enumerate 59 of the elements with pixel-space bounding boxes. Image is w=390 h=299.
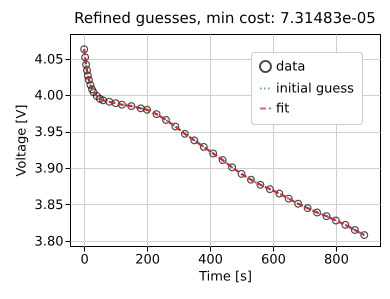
point — [238, 170, 246, 178]
point — [190, 136, 198, 144]
point — [228, 163, 236, 172]
y-tick-label: 3.85 — [34, 198, 64, 213]
point — [82, 60, 90, 69]
point — [127, 102, 136, 110]
x-axis-title: Time [s] — [198, 270, 252, 284]
point — [275, 190, 284, 198]
point — [136, 104, 145, 112]
point — [360, 231, 368, 240]
point — [218, 156, 227, 164]
chart-title: Refined guesses, min cost: 7.31483e-05 — [74, 9, 376, 27]
y-tick-label: 3.95 — [34, 125, 64, 140]
point — [112, 99, 120, 108]
x-tick-label: 400 — [198, 252, 223, 268]
y-axis-title: Voltage [V] — [14, 104, 30, 176]
line-series — [83, 48, 366, 236]
point — [284, 194, 293, 203]
point — [105, 98, 114, 106]
point — [83, 66, 91, 74]
point — [200, 142, 208, 151]
point — [84, 76, 93, 84]
y-tick-label: 4.05 — [34, 52, 64, 68]
point — [256, 180, 264, 189]
point — [341, 220, 350, 229]
legend-label: fit — [276, 102, 290, 116]
point — [180, 130, 189, 138]
x-tick-label: 200 — [135, 252, 160, 268]
y-tick-label: 4.00 — [34, 88, 64, 104]
point — [313, 208, 322, 216]
point — [350, 226, 359, 234]
point — [92, 92, 101, 100]
point — [143, 106, 152, 114]
point — [99, 96, 107, 104]
point — [84, 72, 92, 80]
point — [266, 185, 274, 194]
y-tick-label: 3.80 — [34, 234, 64, 250]
point — [86, 81, 94, 89]
point — [88, 85, 96, 94]
point — [152, 110, 160, 118]
point — [118, 100, 126, 109]
point — [209, 150, 218, 158]
legend-label: initial guess — [276, 82, 354, 96]
point — [171, 122, 180, 130]
point — [162, 116, 170, 124]
point — [322, 212, 330, 220]
point — [247, 176, 255, 184]
point — [90, 88, 98, 96]
legend-label: data — [276, 60, 306, 74]
x-tick-label: 600 — [261, 252, 286, 268]
point — [332, 216, 340, 224]
point — [80, 45, 88, 54]
point — [81, 53, 90, 62]
point — [96, 94, 104, 103]
point — [294, 200, 302, 208]
y-tick-label: 3.90 — [34, 162, 64, 177]
x-tick-label: 0 — [80, 252, 89, 268]
x-tick-label: 800 — [324, 252, 349, 268]
point — [304, 204, 312, 212]
